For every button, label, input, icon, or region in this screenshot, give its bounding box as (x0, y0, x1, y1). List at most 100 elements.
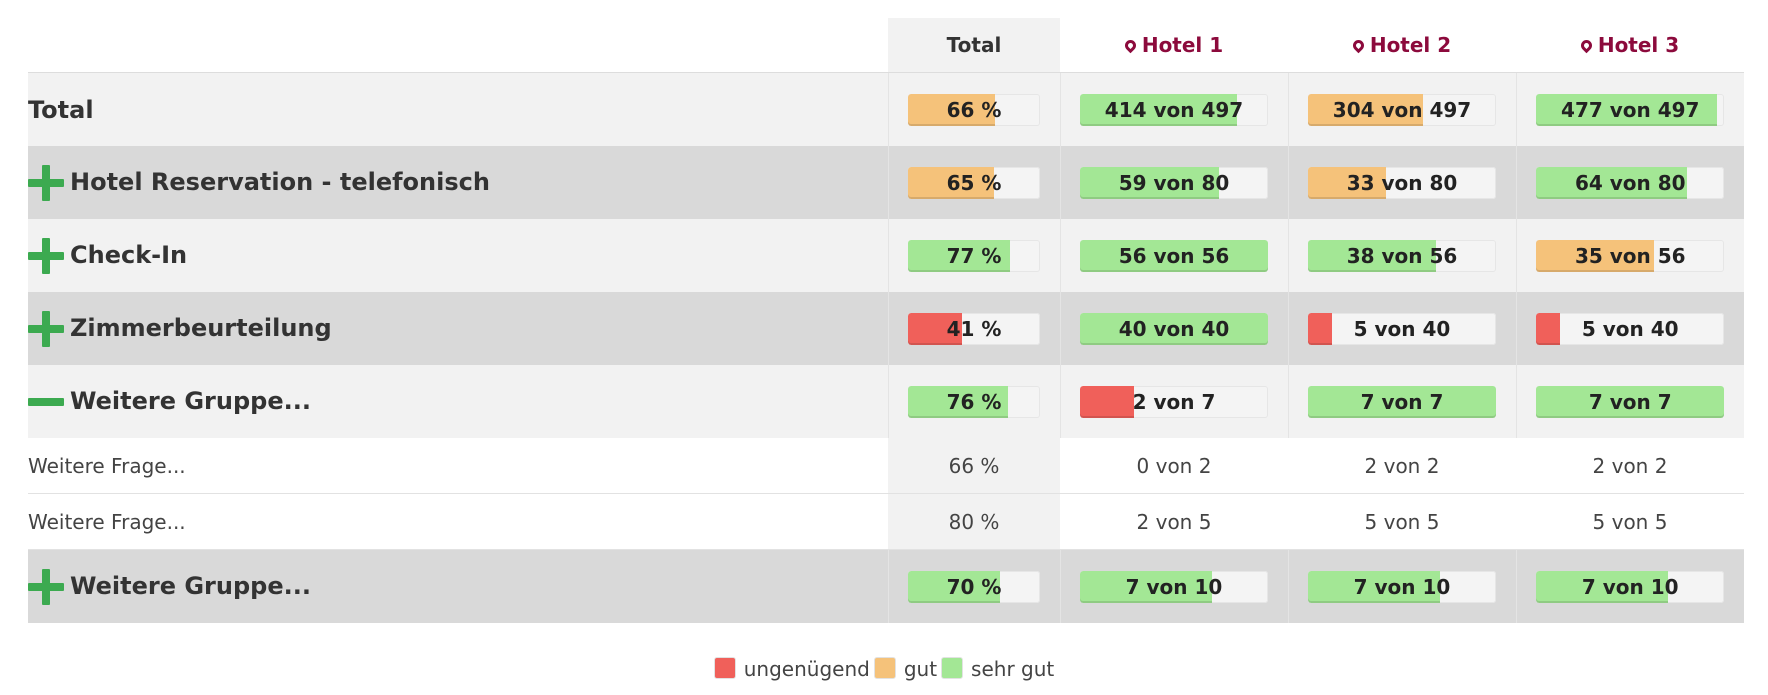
group-label: Total (28, 95, 94, 124)
score-bar-fill (1080, 570, 1212, 603)
score-bar-fill (1536, 166, 1687, 199)
question-label: Weitere Frage... (28, 438, 888, 494)
header-blank (28, 18, 888, 73)
score-label: 2 von 7 (1132, 389, 1216, 414)
total-score-cell: 66 % (887, 72, 1060, 146)
hotel-score-cell: 477 von 497 (1515, 72, 1744, 146)
score-bar: 41 % (908, 312, 1040, 345)
question-hotel-value: 0 von 2 (1060, 438, 1288, 494)
score-label: 70 % (946, 574, 1002, 599)
group-label: Weitere Gruppe... (70, 571, 311, 600)
hotel-score-cell: 7 von 7 (1287, 365, 1516, 438)
group-row[interactable]: Total 66 % 414 von 497 304 von 497 477 von 4… (28, 72, 1744, 146)
group-name-cell[interactable]: Weitere Gruppe... (28, 549, 888, 623)
score-bar-fill (1080, 312, 1268, 345)
score-label: 33 von 80 (1346, 170, 1458, 195)
score-label: 77 % (946, 243, 1002, 268)
map-pin-icon (1578, 37, 1595, 54)
score-label: 59 von 80 (1118, 170, 1230, 195)
score-bar: 414 von 497 (1080, 93, 1268, 126)
total-score-cell: 70 % (887, 549, 1060, 623)
score-label: 7 von 10 (1581, 574, 1679, 599)
group-name-cell[interactable]: Total (28, 72, 888, 146)
hotel-score-cell: 59 von 80 (1059, 146, 1288, 219)
score-label: 5 von 40 (1353, 316, 1451, 341)
score-bar-fill (1080, 239, 1268, 272)
group-name-cell[interactable]: Weitere Gruppe... (28, 365, 888, 438)
question-hotel-value: 2 von 2 (1288, 438, 1516, 494)
question-total-value: 80 % (888, 493, 1060, 550)
score-label: 66 % (946, 97, 1002, 122)
legend-swatch (873, 656, 896, 679)
hotel-score-cell: 7 von 10 (1287, 549, 1516, 623)
score-label: 56 von 56 (1118, 243, 1230, 268)
header-hotel-2[interactable]: Hotel 2 (1288, 18, 1516, 73)
group-name-cell[interactable]: Hotel Reservation - telefonisch (28, 146, 888, 219)
score-bar-fill (1536, 385, 1725, 418)
total-score-cell: 76 % (887, 365, 1060, 438)
total-score-cell: 65 % (887, 146, 1060, 219)
score-bar-fill (1080, 93, 1237, 126)
group-label: Weitere Gruppe... (70, 386, 311, 415)
collapse-minus-icon[interactable] (28, 384, 64, 420)
question-label: Weitere Frage... (28, 493, 888, 550)
score-bar: 66 % (908, 93, 1040, 126)
score-label: 35 von 56 (1574, 243, 1686, 268)
score-label: 38 von 56 (1346, 243, 1458, 268)
score-bar-fill (908, 385, 1009, 418)
legend-swatch (941, 656, 964, 679)
header-hotel-1[interactable]: Hotel 1 (1060, 18, 1288, 73)
hotel-score-cell: 304 von 497 (1287, 72, 1516, 146)
score-bar: 7 von 7 (1308, 385, 1496, 418)
hotel-score-cell: 2 von 7 (1059, 365, 1288, 438)
question-hotel-value: 2 von 2 (1516, 438, 1744, 494)
question-hotel-value: 5 von 5 (1516, 493, 1744, 550)
score-bar-fill (1536, 93, 1717, 126)
expand-plus-icon[interactable] (28, 237, 64, 274)
group-row[interactable]: Weitere Gruppe... 70 % 7 von 10 7 von 10 7 v… (28, 549, 1744, 623)
legend-label: gut (903, 656, 938, 681)
hotel-score-cell: 5 von 40 (1287, 292, 1516, 365)
group-row[interactable]: Weitere Gruppe... 76 % 2 von 7 7 von 7 7 von… (28, 365, 1744, 438)
score-bar: 2 von 7 (1080, 385, 1268, 418)
expand-plus-icon[interactable] (28, 310, 64, 347)
score-bar-fill (908, 570, 1001, 603)
group-label: Zimmerbeurteilung (70, 313, 332, 342)
score-label: 41 % (946, 316, 1002, 341)
score-bar: 77 % (908, 239, 1040, 272)
score-label: 304 von 497 (1332, 97, 1472, 122)
hotel-score-cell: 35 von 56 (1515, 219, 1744, 292)
total-score-cell: 41 % (887, 292, 1060, 365)
score-bar: 5 von 40 (1308, 312, 1496, 345)
question-hotel-value: 2 von 5 (1060, 493, 1288, 550)
map-pin-icon (1350, 37, 1367, 54)
legend-label: ungenügend (743, 656, 870, 681)
score-label: 40 von 40 (1118, 316, 1230, 341)
question-total-value: 66 % (888, 438, 1060, 494)
score-bar-fill (1536, 239, 1654, 272)
score-bar-fill (1536, 312, 1560, 345)
score-bar: 7 von 10 (1536, 570, 1725, 603)
score-label: 5 von 40 (1581, 316, 1679, 341)
expand-plus-icon[interactable] (28, 164, 64, 201)
score-bar-fill (1308, 93, 1424, 126)
group-label: Hotel Reservation - telefonisch (70, 167, 490, 196)
group-label: Check-In (70, 240, 188, 269)
group-name-cell[interactable]: Zimmerbeurteilung (28, 292, 888, 365)
expand-plus-icon[interactable] (28, 568, 64, 605)
group-row[interactable]: Hotel Reservation - telefonisch 65 % 59 vo… (28, 146, 1744, 219)
header-hotel-3[interactable]: Hotel 3 (1516, 18, 1744, 73)
group-name-cell[interactable]: Check-In (28, 219, 888, 292)
score-bar-fill (1308, 239, 1436, 272)
score-bar-fill (1080, 166, 1219, 199)
hotel-score-cell: 414 von 497 (1059, 72, 1288, 146)
legend-item: sehr gut (941, 656, 1054, 681)
group-row[interactable]: Check-In 77 % 56 von 56 38 von 56 35 von 56 (28, 219, 1744, 292)
score-label: 7 von 7 (1360, 389, 1444, 414)
score-bar-fill (1080, 385, 1134, 418)
score-bar: 38 von 56 (1308, 239, 1496, 272)
group-row[interactable]: Zimmerbeurteilung 41 % 40 von 40 5 von 40 5 … (28, 292, 1744, 365)
score-bar: 70 % (908, 570, 1040, 603)
table-body: Total 66 % 414 von 497 304 von 497 477 von 4… (28, 72, 1744, 623)
